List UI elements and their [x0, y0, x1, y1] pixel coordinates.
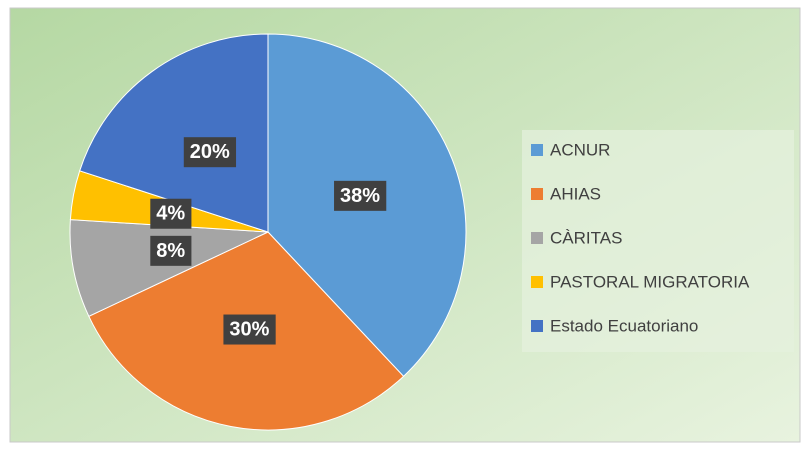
data-label-text: 20% — [190, 141, 230, 163]
pie-slice — [69, 219, 269, 317]
data-label-box — [183, 137, 237, 168]
legend-label: PASTORAL MIGRATORIA — [550, 272, 750, 291]
legend-swatch — [531, 320, 543, 332]
legend-box — [522, 130, 794, 352]
legend-label: CÀRITAS — [550, 228, 622, 247]
legend-swatch — [531, 188, 543, 200]
data-label-text: 30% — [229, 319, 269, 341]
legend: ACNUR AHIAS CÀRITAS PASTORAL MIGRATORIA Esta… — [531, 140, 750, 335]
data-label-box — [223, 314, 276, 345]
legend-label: AHIAS — [550, 184, 601, 203]
legend-swatch — [531, 232, 543, 244]
data-label: 30% — [223, 314, 276, 345]
legend-swatch — [531, 144, 543, 156]
legend-swatch — [531, 276, 543, 288]
data-label-box — [150, 198, 192, 229]
data-label-text: 4% — [156, 203, 185, 225]
data-label-box — [150, 235, 192, 266]
pie — [69, 33, 467, 431]
data-label: 8% — [150, 235, 192, 266]
data-label-text: 38% — [340, 185, 380, 207]
data-labels: 38% 30% 8% 4% 20% — [150, 137, 387, 345]
legend-label: ACNUR — [550, 140, 610, 159]
pie-slice — [79, 33, 269, 233]
data-label-text: 8% — [156, 240, 185, 262]
data-label-box — [334, 180, 387, 211]
data-label: 4% — [150, 198, 192, 229]
data-label: 20% — [183, 137, 237, 168]
legend-label: Estado Ecuatoriano — [550, 316, 698, 335]
data-label: 38% — [334, 180, 387, 211]
